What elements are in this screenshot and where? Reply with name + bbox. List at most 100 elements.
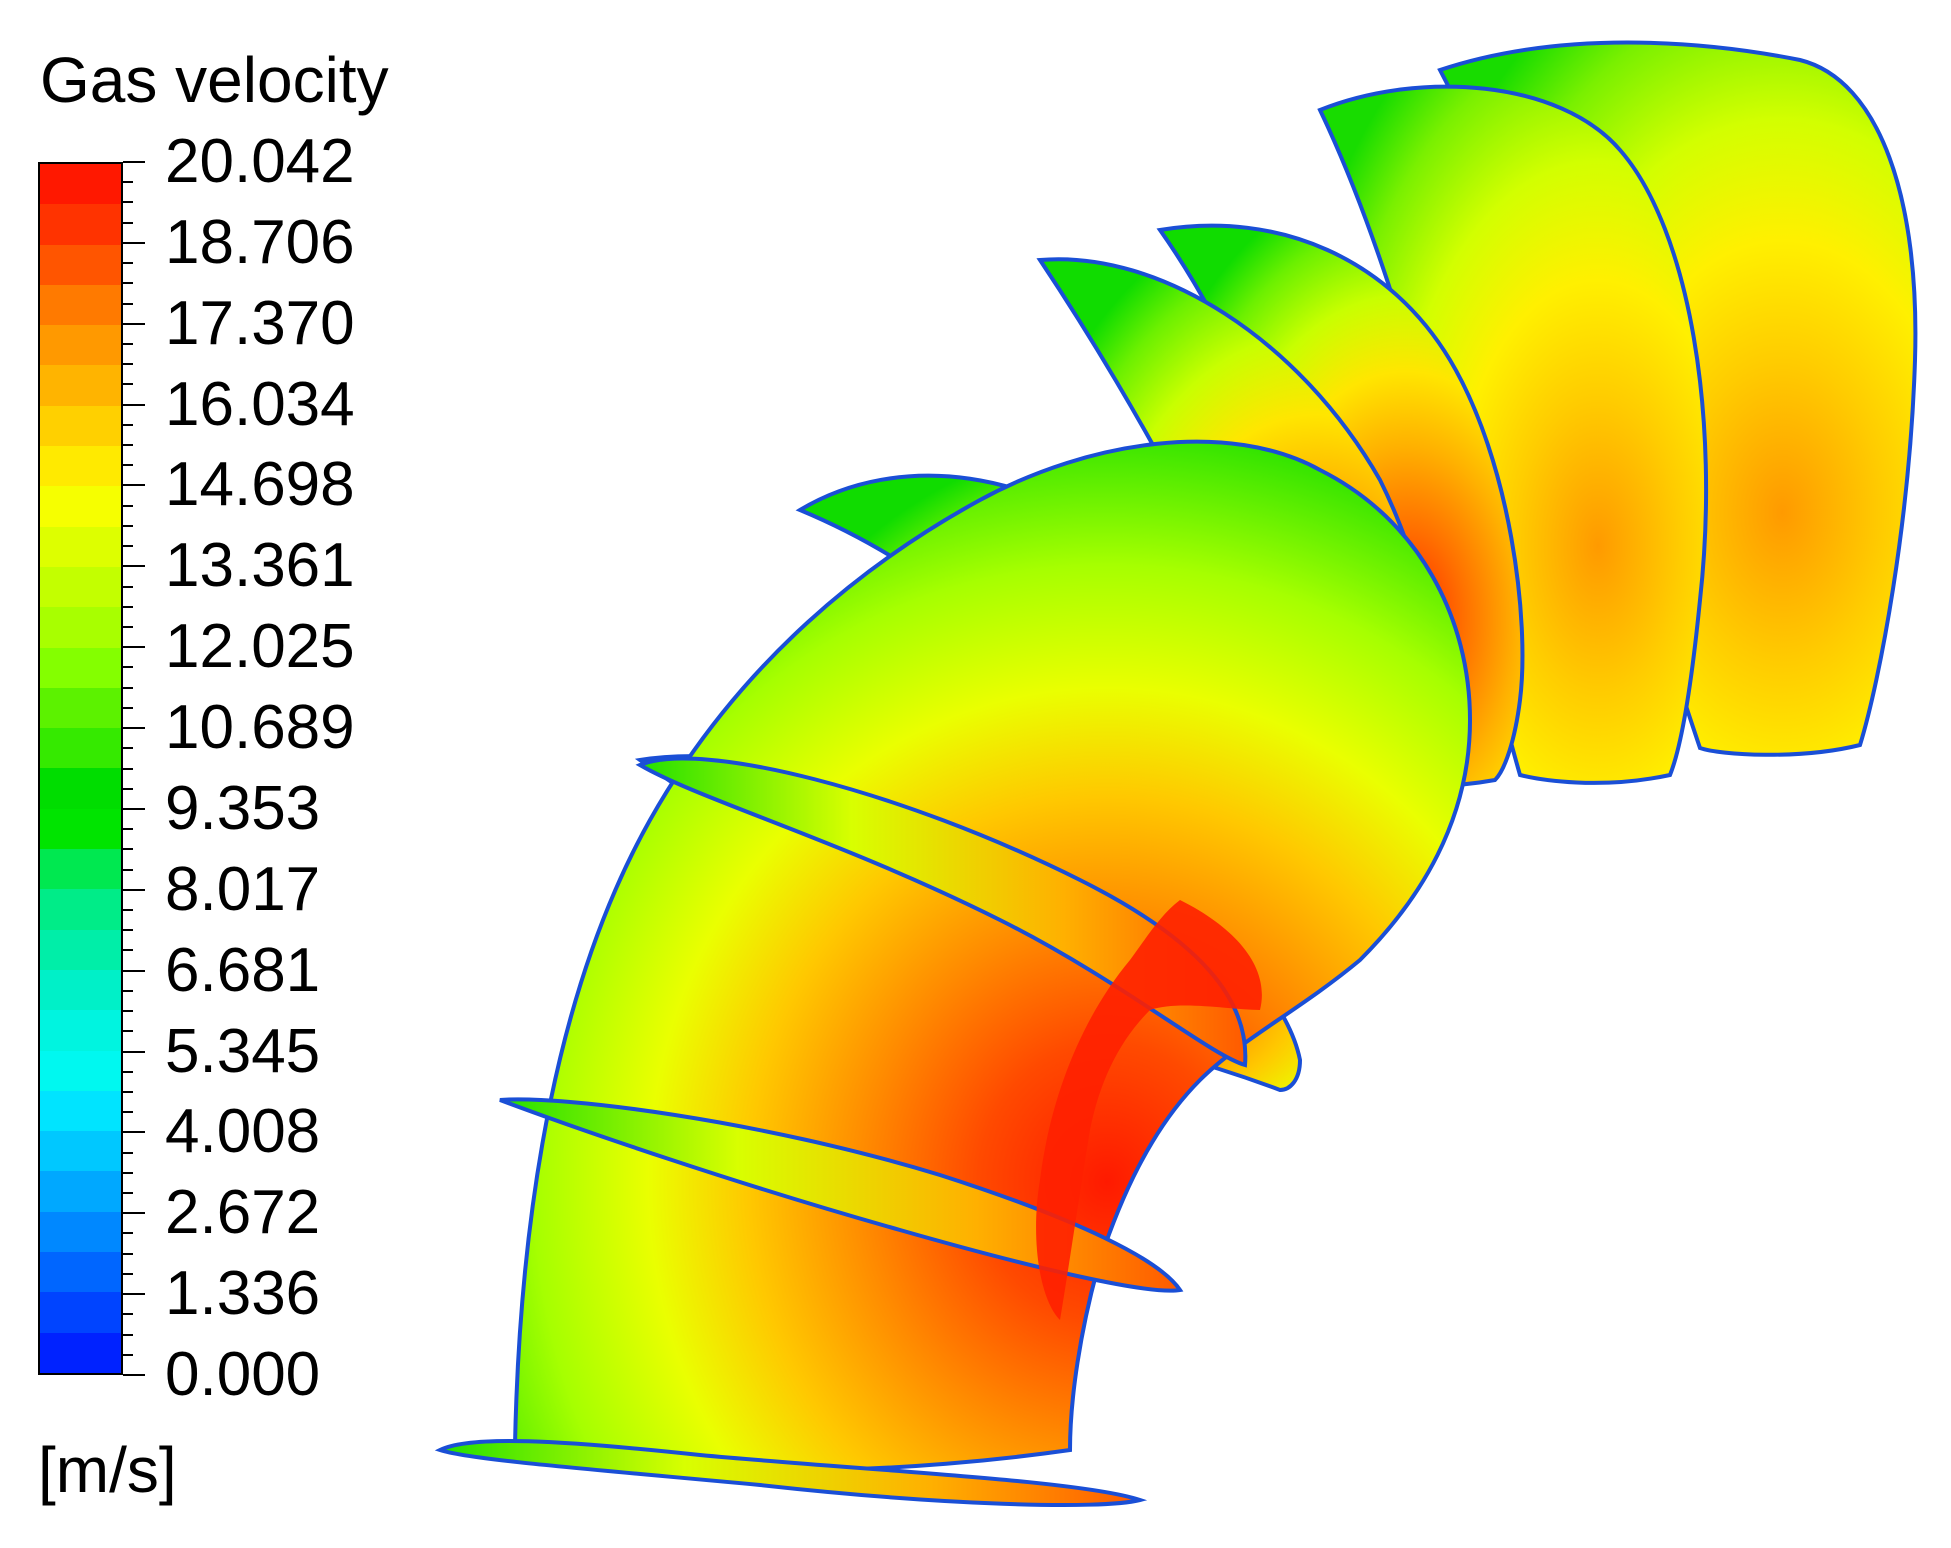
scale-tick <box>123 1293 145 1296</box>
scale-tick <box>123 545 133 548</box>
color-band <box>40 405 121 447</box>
scale-tick <box>123 1050 145 1053</box>
hot-core <box>1036 900 1262 1320</box>
scale-tick <box>123 1212 145 1215</box>
scale-label: 20.042 <box>165 127 355 196</box>
scale-tick <box>123 1313 133 1316</box>
color-band <box>40 1292 121 1333</box>
color-band <box>40 969 121 1011</box>
scale-tick <box>123 706 133 709</box>
color-band <box>40 1050 121 1091</box>
scale-tick <box>123 1131 145 1134</box>
scale-label: 8.017 <box>165 854 321 924</box>
scale-label: 4.008 <box>165 1097 321 1167</box>
scale-tick <box>123 241 145 244</box>
scale-label: 17.370 <box>165 288 355 358</box>
scale-tick <box>123 322 145 325</box>
color-scale-ticks <box>123 161 153 1376</box>
pipe-body <box>512 439 1473 1473</box>
scale-tick <box>123 444 133 447</box>
scale-tick <box>123 1010 133 1013</box>
color-band <box>40 1090 121 1132</box>
scale-label: 0.000 <box>165 1340 321 1409</box>
scale-tick <box>123 1090 133 1093</box>
color-band <box>40 808 121 850</box>
scale-tick <box>123 747 133 750</box>
color-scale-bar <box>38 162 123 1375</box>
color-band <box>40 446 121 487</box>
scale-tick <box>123 888 145 891</box>
color-band <box>40 365 121 406</box>
scale-tick <box>123 383 133 386</box>
units-label: [m/s] <box>38 1434 177 1506</box>
scale-tick <box>123 504 133 507</box>
scale-tick <box>123 1111 133 1114</box>
scale-tick <box>123 403 145 406</box>
scale-tick <box>123 848 133 851</box>
scale-tick <box>123 1232 133 1235</box>
scale-tick <box>123 565 145 568</box>
scale-tick <box>123 807 145 810</box>
color-band <box>40 929 121 970</box>
color-band <box>40 204 121 245</box>
color-band <box>40 325 121 366</box>
scale-tick <box>123 666 133 669</box>
scale-label: 18.706 <box>165 207 355 277</box>
ring-slice-a <box>635 756 1248 1068</box>
color-band <box>40 164 121 205</box>
color-band <box>40 849 121 890</box>
scale-tick <box>123 929 133 932</box>
ring-slice-b <box>499 1097 1184 1293</box>
scale-label: 16.034 <box>165 369 355 439</box>
legend-title: Gas velocity <box>40 44 389 116</box>
scale-tick <box>123 585 133 588</box>
scale-tick <box>123 423 133 426</box>
color-band <box>40 1010 121 1051</box>
scale-tick <box>123 1374 145 1376</box>
scale-tick <box>123 787 133 790</box>
scale-label: 6.681 <box>165 935 321 1005</box>
scale-tick <box>123 1353 133 1356</box>
scale-tick <box>123 1171 133 1174</box>
scale-tick <box>123 342 133 345</box>
scale-tick <box>123 727 145 730</box>
color-band <box>40 728 121 769</box>
scale-tick <box>123 646 145 649</box>
color-band <box>40 687 121 729</box>
scale-tick <box>123 201 133 204</box>
scale-label: 14.698 <box>165 450 355 520</box>
scale-tick <box>123 363 133 366</box>
scale-label: 13.361 <box>165 531 355 601</box>
scale-tick <box>123 828 133 831</box>
color-band <box>40 768 121 809</box>
color-band <box>40 1332 121 1373</box>
color-band <box>40 1252 121 1293</box>
scale-tick <box>123 1272 133 1275</box>
scale-tick <box>123 1151 133 1154</box>
scale-tick <box>123 605 133 608</box>
scale-tick <box>123 989 133 992</box>
scale-tick <box>123 686 133 689</box>
scale-tick <box>123 1030 133 1033</box>
scale-tick <box>123 767 133 770</box>
color-band <box>40 244 121 285</box>
scale-label: 2.672 <box>165 1178 321 1248</box>
scale-tick <box>123 1192 133 1195</box>
scale-tick <box>123 262 133 265</box>
color-band <box>40 647 121 688</box>
scale-tick <box>123 909 133 912</box>
scale-tick <box>123 868 133 871</box>
scale-tick <box>123 181 133 184</box>
scale-tick <box>123 302 133 305</box>
color-band <box>40 1171 121 1212</box>
scale-tick <box>123 1252 133 1255</box>
scale-tick <box>123 1070 133 1073</box>
scale-tick <box>123 625 133 628</box>
scale-label: 5.345 <box>165 1016 321 1086</box>
scale-tick <box>123 969 145 972</box>
scale-tick <box>123 484 145 487</box>
scale-tick <box>123 161 145 163</box>
scale-label: 12.025 <box>165 612 355 682</box>
color-band <box>40 1211 121 1253</box>
